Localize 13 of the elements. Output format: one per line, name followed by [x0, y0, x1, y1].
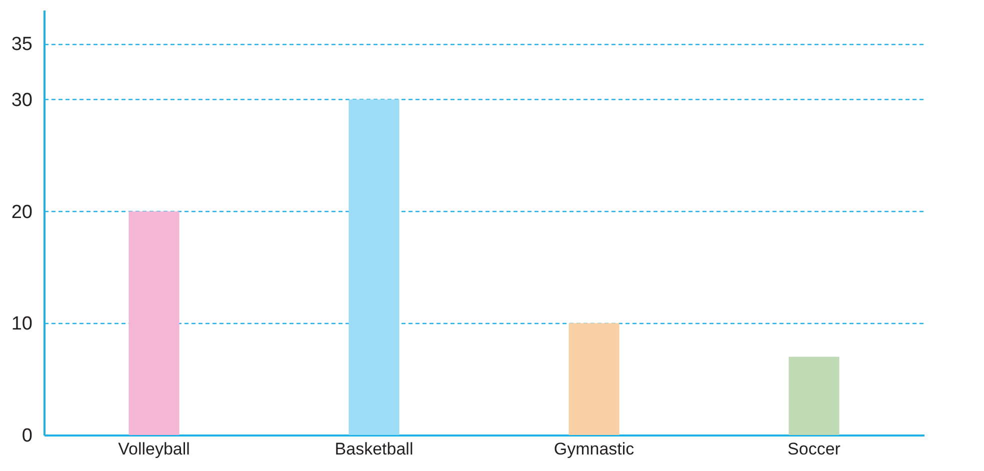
y-tick-label: 30: [11, 90, 32, 111]
bar: [348, 99, 400, 435]
x-tick-label: Gymnastic: [554, 440, 635, 458]
y-tick-label: 0: [22, 426, 32, 446]
bar: [788, 356, 840, 435]
bar: [128, 211, 180, 435]
y-tick-label: 20: [11, 202, 32, 223]
y-tick-label: 10: [11, 314, 32, 335]
bar: [568, 323, 620, 435]
x-tick-label: Basketball: [334, 440, 414, 458]
x-tick-label: Soccer: [788, 440, 841, 458]
x-tick-label: Volleyball: [118, 440, 190, 458]
y-tick-label: 35: [11, 34, 32, 56]
